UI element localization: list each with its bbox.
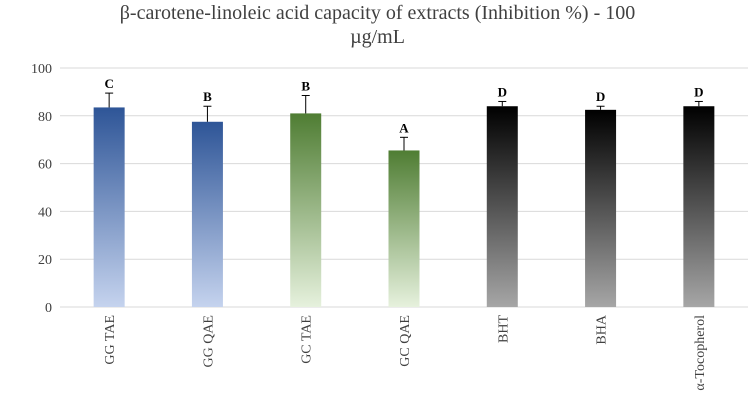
x-tick-label: BHT (496, 315, 511, 343)
x-tick-label: GG QAE (201, 315, 216, 368)
x-tick-label: α-Tocopherol (693, 315, 708, 391)
significance-letter: C (104, 76, 113, 91)
bar (683, 106, 715, 308)
significance-letter: D (694, 84, 703, 99)
significance-letter: D (596, 89, 605, 104)
chart-title-line2: µg/mL (350, 26, 405, 48)
x-tick-label: GC TAE (300, 315, 315, 364)
x-tick-label: GC QAE (398, 315, 413, 367)
significance-letter: B (203, 89, 212, 104)
bars: C B B A D D D (93, 76, 715, 308)
significance-letter: A (399, 120, 409, 135)
y-tick-label: 0 (45, 301, 52, 316)
x-tick-label: BHA (595, 314, 610, 344)
x-axis-ticks: GG TAE GG QAE GC TAE GC QAE BHT BHA α-Tocopher… (103, 314, 708, 390)
bar (191, 121, 223, 308)
significance-letter: B (301, 78, 310, 93)
bar (290, 113, 322, 307)
y-axis-ticks: 0 20 40 60 80 100 (31, 62, 52, 316)
bar (585, 109, 617, 307)
significance-letter: D (498, 84, 507, 99)
y-tick-label: 80 (38, 110, 52, 125)
y-tick-label: 20 (38, 253, 52, 268)
chart-title-line1: β-carotene-linoleic acid capacity of ext… (119, 2, 636, 24)
bar (93, 107, 125, 307)
bar (388, 150, 420, 307)
y-tick-label: 40 (38, 205, 52, 220)
y-tick-label: 100 (31, 62, 52, 77)
bar (486, 106, 518, 308)
y-tick-label: 60 (38, 158, 52, 173)
x-tick-label: GG TAE (103, 315, 118, 365)
